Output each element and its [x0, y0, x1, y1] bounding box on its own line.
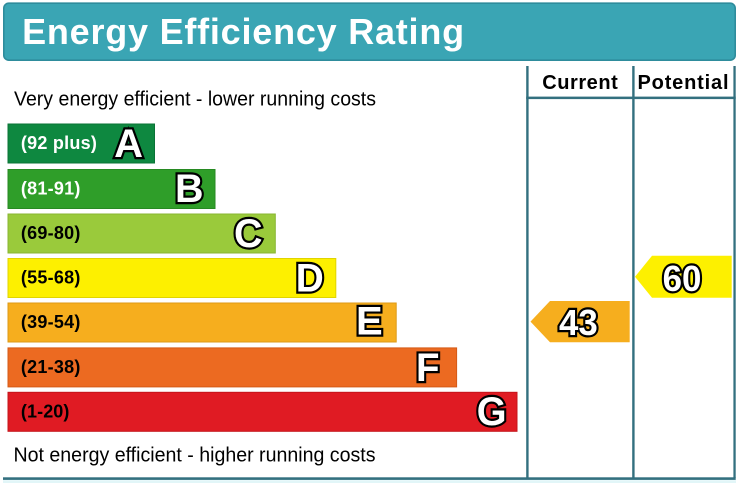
svg-text:G: G	[477, 390, 507, 434]
svg-text:Energy Efficiency Rating: Energy Efficiency Rating	[22, 11, 464, 52]
svg-text:43: 43	[559, 302, 598, 343]
svg-text:(21-38): (21-38)	[21, 357, 81, 377]
svg-text:E: E	[356, 300, 383, 344]
svg-text:60: 60	[663, 258, 702, 299]
svg-text:C: C	[234, 212, 263, 256]
svg-text:Very energy efficient - lower: Very energy efficient - lower running co…	[14, 88, 376, 110]
svg-text:Potential: Potential	[638, 72, 729, 94]
svg-text:(69-80): (69-80)	[21, 223, 81, 243]
svg-text:Current: Current	[542, 72, 618, 94]
svg-text:(81-91): (81-91)	[21, 179, 81, 199]
svg-text:Not energy efficient - higher: Not energy efficient - higher running co…	[14, 444, 376, 466]
svg-text:B: B	[175, 167, 204, 211]
svg-text:(39-54): (39-54)	[21, 312, 81, 332]
svg-text:F: F	[416, 346, 440, 390]
svg-text:(1-20): (1-20)	[21, 401, 70, 421]
svg-text:A: A	[114, 122, 143, 166]
svg-text:(92 plus): (92 plus)	[21, 133, 97, 153]
svg-text:D: D	[296, 257, 324, 301]
svg-text:(55-68): (55-68)	[21, 268, 81, 288]
